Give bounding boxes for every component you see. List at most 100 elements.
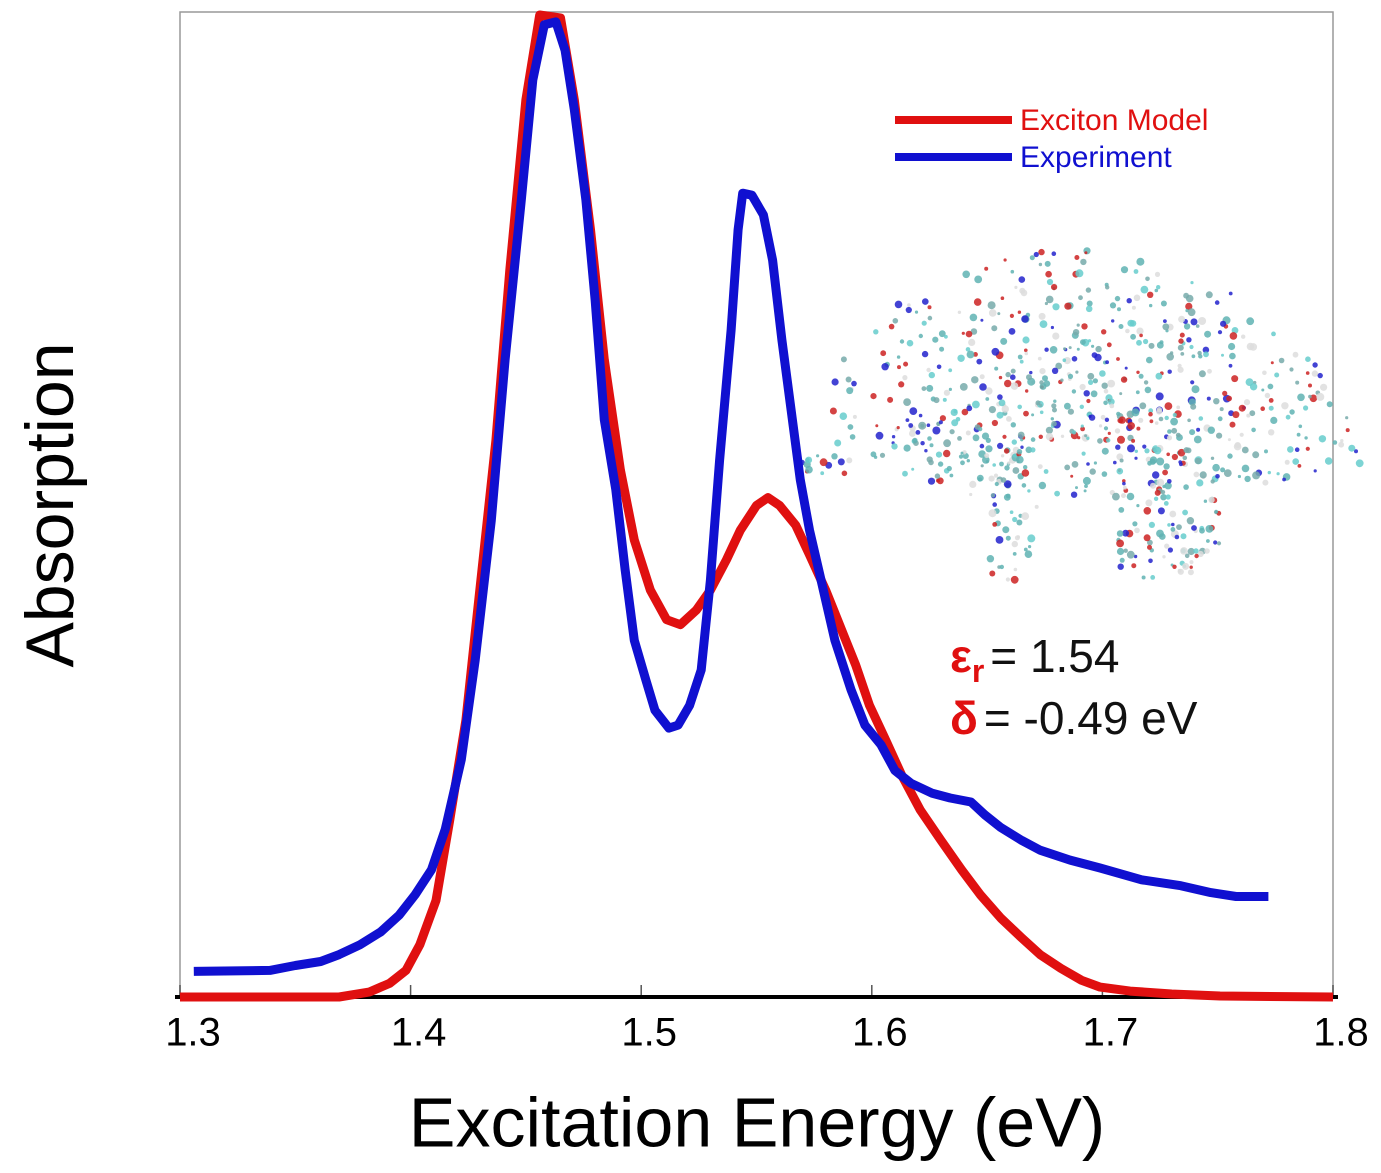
atom <box>1122 481 1126 486</box>
atom <box>1340 439 1344 443</box>
atom <box>1164 543 1170 549</box>
atom <box>926 367 931 373</box>
atom <box>1305 356 1311 363</box>
atom <box>1252 471 1261 480</box>
atom <box>918 333 923 339</box>
atom <box>942 397 947 402</box>
atom <box>1228 342 1236 351</box>
atom <box>949 429 955 435</box>
atom <box>1206 396 1211 401</box>
atom <box>1229 352 1236 360</box>
atom <box>1079 404 1085 409</box>
atom <box>1217 330 1223 335</box>
atom <box>1167 429 1172 434</box>
atom <box>939 346 945 352</box>
atom <box>846 387 854 395</box>
atom <box>1332 440 1338 445</box>
atom <box>1119 392 1123 396</box>
atom <box>1052 407 1057 413</box>
atom <box>1278 357 1285 364</box>
atom <box>1167 479 1172 484</box>
atom <box>1186 337 1192 343</box>
atom <box>1075 486 1078 490</box>
atom <box>1045 270 1052 278</box>
atom <box>943 449 951 458</box>
atom <box>1229 332 1238 340</box>
atom <box>1081 451 1086 456</box>
atom <box>1198 416 1204 421</box>
atom <box>1031 413 1035 417</box>
atom <box>1005 577 1011 582</box>
atom <box>903 398 911 406</box>
atom <box>927 436 932 441</box>
atom <box>928 459 934 466</box>
atom <box>892 318 899 324</box>
atom <box>1116 357 1120 361</box>
atom <box>1023 410 1029 417</box>
atom <box>971 376 979 384</box>
atom <box>1177 568 1182 573</box>
atom <box>1122 479 1126 483</box>
atom <box>1067 408 1074 415</box>
atom <box>999 564 1004 570</box>
atom <box>1282 477 1286 482</box>
atom <box>1163 501 1169 506</box>
atom <box>1105 285 1110 290</box>
atom <box>1005 535 1011 541</box>
atom <box>1162 555 1166 559</box>
atom <box>1149 419 1154 424</box>
atom <box>1294 447 1300 453</box>
atom <box>1121 493 1126 499</box>
atom <box>1215 474 1220 479</box>
atom <box>972 434 980 442</box>
atom <box>1027 534 1036 543</box>
atom <box>1010 368 1016 374</box>
atom <box>1127 319 1135 327</box>
atom <box>1027 489 1031 493</box>
atom <box>962 270 970 279</box>
atom <box>1193 548 1199 554</box>
atom <box>1251 427 1256 433</box>
atom <box>988 509 997 518</box>
atom <box>1080 424 1084 428</box>
atom <box>1005 371 1011 378</box>
atom <box>816 454 820 458</box>
atom <box>1038 248 1045 256</box>
atom <box>1156 457 1165 466</box>
atom <box>1221 353 1224 357</box>
atom <box>1079 383 1086 391</box>
atom <box>1136 504 1140 508</box>
atom <box>918 421 927 430</box>
atom <box>1148 558 1153 564</box>
atom <box>972 400 980 409</box>
atom <box>1264 449 1268 454</box>
atom <box>1303 405 1309 411</box>
atom <box>1142 444 1147 449</box>
atom <box>1003 258 1007 262</box>
atom <box>1226 395 1232 402</box>
atom <box>1228 363 1233 368</box>
atom <box>1285 414 1291 420</box>
atom <box>1205 525 1214 533</box>
atom <box>1126 298 1132 304</box>
atom <box>1316 392 1325 401</box>
atom <box>1190 318 1198 326</box>
atom <box>1123 548 1128 553</box>
atom <box>1000 337 1008 345</box>
atom <box>1112 492 1120 501</box>
atom <box>1164 415 1169 421</box>
atom <box>1308 383 1312 388</box>
atom <box>1154 288 1159 293</box>
atom <box>979 374 985 380</box>
atom <box>898 381 905 388</box>
atom <box>1177 344 1184 351</box>
atom <box>937 461 944 467</box>
atom <box>1055 362 1063 370</box>
atom <box>1070 474 1074 478</box>
atom <box>1086 462 1090 466</box>
atom <box>905 306 912 314</box>
atom <box>1002 526 1010 534</box>
atom <box>1166 353 1174 361</box>
atom <box>1116 453 1124 461</box>
atom <box>1042 375 1048 382</box>
